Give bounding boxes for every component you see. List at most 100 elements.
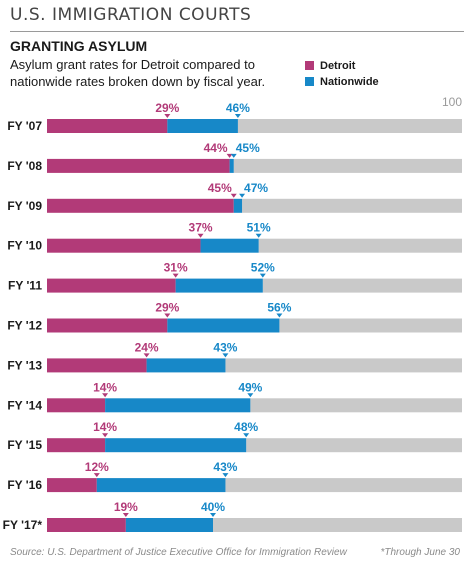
bar-nationwide: [146, 358, 226, 373]
bar-detroit: [47, 119, 168, 133]
bar-nationwide: [233, 198, 243, 213]
section-kicker: U.S. IMMIGRATION COURTS: [10, 5, 252, 25]
data-label-detroit: 45%: [208, 181, 232, 195]
bar-nationwide: [175, 278, 263, 293]
data-label-detroit: 37%: [189, 221, 213, 235]
bar-nationwide: [105, 398, 251, 413]
bar-detroit: [47, 478, 97, 493]
header-rule: [10, 31, 464, 32]
bar-detroit: [47, 438, 106, 453]
category-label: FY '10: [7, 239, 42, 253]
bar-remainder: [279, 318, 462, 333]
marker-detroit: [102, 393, 109, 398]
axis-max-label: 100: [442, 95, 462, 109]
data-label-nationwide: 56%: [267, 301, 291, 315]
marker-detroit: [93, 473, 100, 478]
legend-item-nationwide: Nationwide: [305, 76, 379, 88]
marker-detroit: [122, 513, 129, 517]
data-label-detroit: 44%: [204, 141, 228, 155]
bar-remainder: [237, 119, 462, 133]
data-label-nationwide: 47%: [244, 181, 268, 195]
marker-nationwide: [276, 313, 283, 318]
marker-detroit: [172, 273, 179, 278]
bar-detroit: [47, 278, 176, 293]
footnote: *Through June 30: [380, 547, 460, 558]
category-label: FY '09: [7, 199, 42, 213]
data-label-detroit: 29%: [155, 101, 179, 115]
category-label: FY '15: [7, 438, 42, 452]
category-label: FY '17*: [3, 518, 43, 532]
data-label-nationwide: 49%: [238, 380, 262, 394]
data-label-nationwide: 43%: [213, 460, 237, 474]
data-label-detroit: 31%: [164, 261, 188, 275]
category-label: FY '08: [7, 159, 42, 173]
source-note: Source: U.S. Department of Justice Execu…: [10, 547, 347, 558]
marker-detroit: [143, 353, 150, 358]
bar-nationwide: [200, 238, 259, 253]
bar-detroit: [47, 198, 234, 213]
marker-nationwide: [230, 153, 237, 158]
bar-detroit: [47, 158, 230, 173]
bar-nationwide: [125, 518, 213, 532]
bar-remainder: [262, 278, 462, 293]
bar-nationwide: [167, 119, 238, 133]
marker-detroit: [164, 313, 171, 318]
marker-detroit: [102, 433, 109, 438]
legend-swatch-detroit: [305, 61, 314, 70]
marker-nationwide: [243, 433, 250, 438]
data-label-detroit: 12%: [85, 460, 109, 474]
category-label: FY '11: [8, 279, 42, 293]
bar-remainder: [242, 198, 462, 213]
category-label: FY '07: [7, 119, 42, 133]
bar-remainder: [258, 238, 462, 253]
data-label-nationwide: 51%: [247, 221, 271, 235]
bar-remainder: [225, 478, 462, 493]
bar-nationwide: [96, 478, 226, 493]
bar-nationwide: [105, 438, 247, 453]
bar-detroit: [47, 318, 168, 333]
data-label-detroit: 14%: [93, 380, 117, 394]
data-label-detroit: 29%: [155, 301, 179, 315]
category-label: FY '14: [7, 398, 42, 412]
bar-remainder: [233, 158, 462, 173]
chart-subtitle: Asylum grant rates for Detroit compared …: [10, 57, 266, 89]
chart-title: GRANTING ASYLUM: [10, 38, 148, 54]
data-label-detroit: 19%: [114, 500, 138, 514]
bar-detroit: [47, 238, 201, 253]
data-label-nationwide: 46%: [226, 101, 250, 115]
marker-nationwide: [222, 473, 229, 478]
marker-detroit: [230, 193, 237, 198]
category-label: FY '16: [7, 478, 42, 492]
legend-swatch-nationwide: [305, 77, 314, 86]
marker-detroit: [197, 233, 204, 238]
marker-nationwide: [259, 273, 266, 278]
bar-chart: 100 FY '07 29% 46% FY '08 44% 45% FY '09 45% 47% F…: [3, 95, 462, 532]
data-label-nationwide: 40%: [201, 500, 225, 514]
category-label: FY '13: [7, 358, 42, 372]
bar-detroit: [47, 358, 147, 373]
marker-detroit: [164, 114, 171, 118]
bar-remainder: [213, 518, 462, 532]
bar-nationwide: [229, 158, 234, 173]
data-label-nationwide: 45%: [236, 141, 260, 155]
marker-nationwide: [239, 193, 246, 198]
data-label-nationwide: 43%: [213, 340, 237, 354]
bar-detroit: [47, 398, 106, 413]
bar-remainder: [250, 398, 462, 413]
legend-item-detroit: Detroit: [305, 60, 355, 72]
marker-nationwide: [255, 233, 262, 238]
marker-nationwide: [210, 513, 216, 517]
data-label-nationwide: 48%: [234, 420, 258, 434]
bar-detroit: [47, 518, 126, 532]
data-label-detroit: 24%: [135, 340, 159, 354]
legend-label-detroit: Detroit: [320, 60, 356, 72]
legend-label-nationwide: Nationwide: [320, 76, 379, 88]
category-label: FY '12: [7, 319, 42, 333]
marker-detroit: [226, 153, 233, 158]
marker-nationwide: [247, 393, 254, 398]
bar-nationwide: [167, 318, 280, 333]
data-label-nationwide: 52%: [251, 261, 275, 275]
data-label-detroit: 14%: [93, 420, 117, 434]
bar-remainder: [246, 438, 462, 453]
bar-remainder: [225, 358, 462, 373]
